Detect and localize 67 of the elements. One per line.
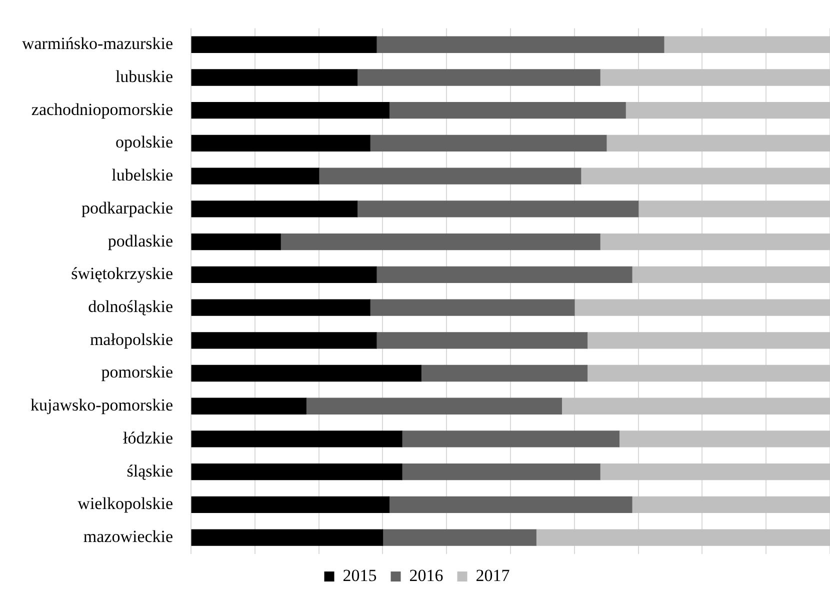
y-tick-label: opolskie bbox=[115, 132, 174, 152]
bar bbox=[580, 168, 830, 184]
bar bbox=[632, 496, 830, 514]
bar bbox=[191, 332, 377, 349]
y-tick-label: lubuskie bbox=[115, 66, 174, 86]
bar bbox=[191, 134, 370, 152]
bar bbox=[625, 102, 830, 119]
bar bbox=[600, 233, 830, 250]
y-tick-label: warmińsko-mazurskie bbox=[22, 34, 174, 54]
bar bbox=[191, 299, 370, 316]
bar bbox=[191, 398, 306, 414]
bar bbox=[420, 364, 588, 382]
bar bbox=[191, 102, 390, 119]
bar bbox=[402, 430, 620, 448]
bar bbox=[402, 464, 600, 480]
bar bbox=[376, 36, 664, 53]
bar bbox=[191, 69, 358, 86]
bar bbox=[586, 332, 830, 349]
bar bbox=[191, 496, 390, 514]
bar bbox=[356, 200, 639, 218]
bar bbox=[600, 464, 830, 480]
bar bbox=[191, 168, 320, 184]
legend-label: 2017 bbox=[476, 566, 510, 585]
y-tick-label: pomorskie bbox=[101, 362, 174, 382]
bar bbox=[191, 464, 402, 480]
bar bbox=[318, 168, 582, 184]
bar bbox=[191, 266, 377, 283]
bar bbox=[388, 102, 626, 119]
bar bbox=[388, 496, 632, 514]
bar bbox=[306, 398, 562, 414]
bar bbox=[191, 233, 281, 250]
y-tick-label: zachodniopomorskie bbox=[31, 100, 174, 119]
bar bbox=[574, 299, 830, 316]
bar bbox=[536, 529, 830, 546]
y-tick-label: lubelskie bbox=[112, 166, 174, 185]
bar bbox=[356, 69, 600, 86]
bar bbox=[618, 430, 830, 448]
bar bbox=[191, 430, 402, 448]
bar bbox=[664, 36, 830, 53]
bar bbox=[561, 398, 830, 414]
bar bbox=[191, 200, 358, 218]
bar bbox=[280, 233, 600, 250]
bar bbox=[191, 364, 422, 382]
y-tick-label: łódzkie bbox=[123, 428, 174, 448]
bar bbox=[370, 299, 575, 316]
bar bbox=[191, 529, 384, 546]
legend-label: 2016 bbox=[409, 566, 444, 585]
bar bbox=[376, 332, 588, 349]
bar bbox=[191, 36, 377, 53]
y-tick-label: podlaskie bbox=[108, 231, 174, 250]
y-tick-label: świętokrzyskie bbox=[71, 264, 174, 284]
bar bbox=[638, 200, 830, 218]
y-tick-label: małopolskie bbox=[90, 330, 174, 349]
legend-label: 2015 bbox=[342, 566, 377, 585]
y-tick-label: podkarpackie bbox=[81, 198, 174, 218]
bar bbox=[606, 134, 830, 152]
bar bbox=[370, 134, 607, 152]
y-tick-label: mazowieckie bbox=[83, 527, 174, 546]
bar bbox=[632, 266, 830, 283]
bar bbox=[600, 69, 830, 86]
y-tick-label: dolnośląskie bbox=[88, 297, 174, 316]
y-tick-label: śląskie bbox=[126, 461, 174, 480]
bar bbox=[382, 529, 536, 546]
y-tick-label: wielkopolskie bbox=[78, 494, 174, 514]
bar bbox=[586, 364, 830, 382]
bar bbox=[376, 266, 632, 283]
y-tick-label: kujawsko-pomorskie bbox=[30, 396, 174, 415]
